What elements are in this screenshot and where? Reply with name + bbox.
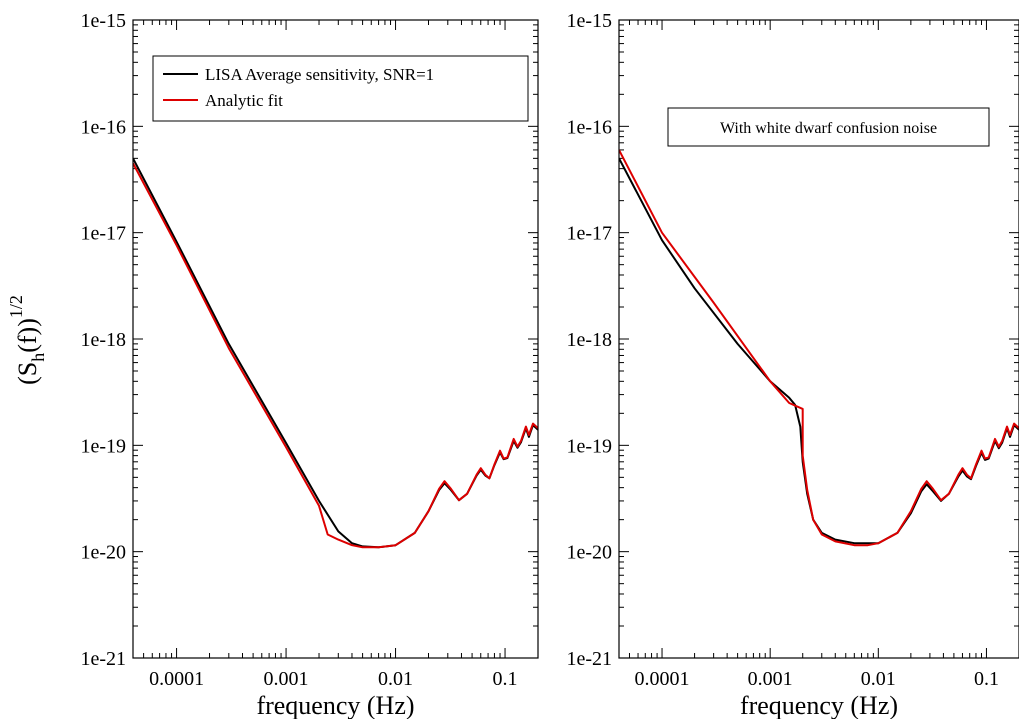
y-tick-label: 1e-15 bbox=[566, 10, 612, 32]
plot-frame bbox=[618, 19, 1019, 659]
x-tick-label: 0.001 bbox=[748, 668, 793, 690]
y-tick-label: 1e-20 bbox=[566, 542, 612, 564]
y-tick-label: 1e-19 bbox=[566, 435, 612, 457]
y-tick-label: 1e-18 bbox=[80, 329, 126, 351]
y-tick-label: 1e-21 bbox=[566, 648, 612, 670]
annotation-box bbox=[667, 107, 990, 147]
x-tick-label: 0.001 bbox=[264, 668, 309, 690]
x-axis-title: frequency (Hz) bbox=[256, 691, 414, 719]
y-axis-title-middle: (f)) bbox=[13, 318, 42, 353]
series-line-lisa-sensitivity bbox=[619, 157, 1019, 545]
x-axis-title: frequency (Hz) bbox=[740, 691, 898, 719]
y-axis-title: (Sh(f))1/2 bbox=[6, 295, 48, 385]
annotation-text: With white dwarf confusion noise bbox=[720, 120, 937, 137]
y-ticks bbox=[619, 24, 1019, 659]
legend-box bbox=[152, 55, 529, 122]
y-tick-label: 1e-17 bbox=[566, 223, 612, 245]
annotation: With white dwarf confusion noise bbox=[667, 107, 990, 147]
y-tick-label: 1e-21 bbox=[80, 648, 126, 670]
left-panel: 0.0001 0.001 0.01 0.1 1e-21 1e-20 1e-19 1e-18 1e… bbox=[80, 10, 539, 719]
y-axis-title-main: (S bbox=[13, 362, 42, 385]
x-tick-label: 0.1 bbox=[493, 668, 518, 690]
x-tick-label: 0.0001 bbox=[635, 668, 690, 690]
series-line-analytic-fit bbox=[619, 149, 1019, 547]
x-tick-label: 0.0001 bbox=[149, 668, 204, 690]
y-tick-label: 1e-16 bbox=[566, 116, 612, 138]
legend-label: Analytic fit bbox=[205, 91, 283, 110]
y-tick-label: 1e-18 bbox=[566, 329, 612, 351]
series-line-lisa-sensitivity bbox=[133, 157, 538, 549]
series-group bbox=[619, 149, 1019, 547]
plot-frame bbox=[132, 19, 539, 659]
y-tick-label: 1e-15 bbox=[80, 10, 126, 32]
legend: LISA Average sensitivity, SNR=1 Analytic … bbox=[152, 55, 529, 122]
series-group bbox=[133, 157, 538, 549]
y-axis-title-superscript: 1/2 bbox=[6, 295, 26, 318]
x-ticks bbox=[132, 20, 539, 658]
x-tick-label: 0.01 bbox=[378, 668, 413, 690]
y-tick-label: 1e-16 bbox=[80, 116, 126, 138]
y-axis-title-subscript: h bbox=[28, 353, 48, 362]
y-tick-label: 1e-17 bbox=[80, 223, 126, 245]
y-tick-label: 1e-20 bbox=[80, 542, 126, 564]
legend-label: LISA Average sensitivity, SNR=1 bbox=[205, 65, 434, 84]
series-line-analytic-fit bbox=[133, 162, 538, 549]
x-tick-label: 0.1 bbox=[974, 668, 999, 690]
x-tick-label: 0.01 bbox=[861, 668, 896, 690]
right-panel: 0.0001 0.001 0.01 0.1 1e-21 1e-20 1e-19 1e-18 1e… bbox=[566, 10, 1019, 719]
y-tick-label: 1e-19 bbox=[80, 435, 126, 457]
x-ticks bbox=[618, 20, 1019, 658]
